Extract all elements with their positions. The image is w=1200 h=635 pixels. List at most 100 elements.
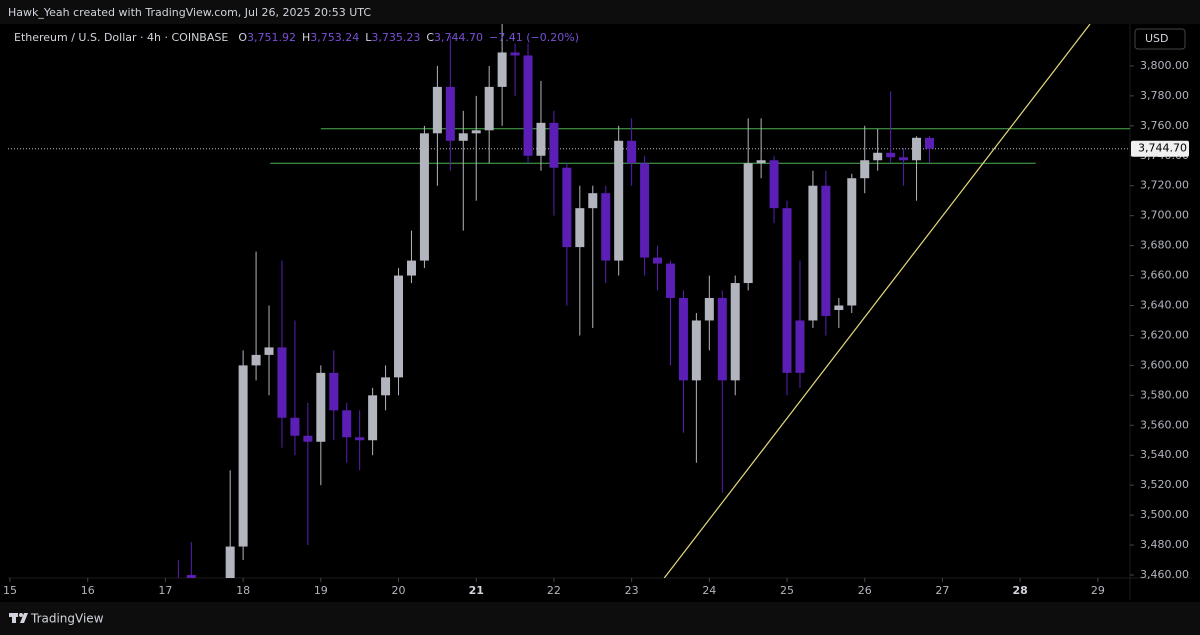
symbol: Ethereum / U.S. Dollar · 4h · COINBASE <box>14 31 228 44</box>
y-tick-label: 3,520.00 <box>1140 478 1189 491</box>
candle-body <box>847 178 857 306</box>
ohlc-key: O <box>238 31 247 44</box>
candle-body <box>394 275 404 378</box>
ohlc-value: 3,753.24 <box>310 31 359 44</box>
symbol-legend: Ethereum / U.S. Dollar · 4h · COINBASE O3… <box>14 31 579 44</box>
plot <box>8 24 1130 578</box>
x-tick-label: 28 <box>1012 584 1027 597</box>
y-tick-label: 3,560.00 <box>1140 418 1189 431</box>
x-tick-label: 24 <box>702 584 716 597</box>
candle-body <box>821 185 831 316</box>
candle-body <box>808 185 818 321</box>
candle-body <box>316 372 326 442</box>
axes: 3,460.00 3,480.00 3,500.00 3,520.00 3,540.00… <box>3 59 1189 597</box>
candle-body <box>730 283 740 381</box>
candle-body <box>368 395 378 441</box>
candle-body <box>303 435 313 442</box>
candle-body <box>290 417 300 436</box>
candle-body <box>549 122 559 168</box>
currency-button[interactable] <box>1134 28 1186 50</box>
candle-body <box>743 163 753 284</box>
candle-body <box>899 157 909 161</box>
candle-body <box>329 372 339 411</box>
candle-body <box>277 347 287 418</box>
candle-body <box>523 55 533 156</box>
x-tick-label: 26 <box>858 584 872 597</box>
candle-body <box>912 137 922 161</box>
x-tick-label: 25 <box>780 584 794 597</box>
currency-label[interactable]: USD <box>1145 32 1169 45</box>
candle-body <box>445 86 455 141</box>
candle-body <box>355 437 365 441</box>
candle-body <box>834 305 844 310</box>
footer-brand: TradingView <box>30 612 104 626</box>
candle-body <box>575 208 585 248</box>
y-tick-label: 3,660.00 <box>1140 269 1189 282</box>
candle-body <box>756 160 766 164</box>
candle-body <box>601 193 611 261</box>
candle-body <box>484 86 494 131</box>
change: −7.41 (−0.20%) <box>489 31 579 44</box>
ohlc-value: 3,751.92 <box>247 31 296 44</box>
x-tick-label: 16 <box>81 584 95 597</box>
candle-body <box>497 52 507 87</box>
trendline <box>663 24 1091 578</box>
candle-body <box>186 575 196 578</box>
candle-body <box>419 133 429 261</box>
y-tick-label: 3,720.00 <box>1140 179 1189 192</box>
candle-body <box>614 140 624 261</box>
footer-bar <box>0 602 1200 635</box>
candle-body <box>342 410 352 438</box>
candle-body <box>924 137 934 149</box>
chart-area <box>8 24 1192 602</box>
last-price-label: 3,744.70 <box>1138 142 1187 155</box>
ohlc-key: H <box>302 31 310 44</box>
header-text: Hawk_Yeah created with TradingView.com, … <box>8 6 371 19</box>
x-tick-label: 27 <box>935 584 949 597</box>
candle-body <box>795 320 805 373</box>
x-tick-label: 19 <box>314 584 328 597</box>
candle-body <box>627 140 637 164</box>
y-tick-label: 3,640.00 <box>1140 298 1189 311</box>
y-tick-label: 3,500.00 <box>1140 508 1189 521</box>
ohlc-value: 3,735.23 <box>371 31 420 44</box>
y-tick-label: 3,460.00 <box>1140 568 1189 581</box>
x-tick-label: 20 <box>392 584 406 597</box>
candle-body <box>264 347 274 355</box>
x-tick-label: 15 <box>3 584 17 597</box>
y-tick-label: 3,780.00 <box>1140 89 1189 102</box>
x-tick-label: 21 <box>469 584 484 597</box>
x-tick-label: 29 <box>1091 584 1105 597</box>
candle-body <box>432 86 442 134</box>
candle-body <box>769 160 779 209</box>
candle-body <box>665 263 675 299</box>
x-tick-label: 22 <box>547 584 561 597</box>
y-tick-label: 3,700.00 <box>1140 209 1189 222</box>
candle-body <box>238 365 248 547</box>
y-tick-label: 3,480.00 <box>1140 538 1189 551</box>
candle-body <box>406 260 416 276</box>
y-tick-label: 3,540.00 <box>1140 448 1189 461</box>
candle-body <box>860 160 870 179</box>
y-tick-label: 3,680.00 <box>1140 239 1189 252</box>
candle-body <box>536 122 546 156</box>
candle-body <box>704 298 714 321</box>
candle-body <box>717 298 727 381</box>
candle-body <box>251 354 261 366</box>
ohlc-key: L <box>365 31 372 44</box>
x-tick-label: 17 <box>158 584 172 597</box>
y-tick-label: 3,760.00 <box>1140 119 1189 132</box>
last-price-box <box>1131 140 1189 157</box>
header-bar <box>0 0 1200 24</box>
tradingview-logo <box>9 613 28 623</box>
candle-body <box>381 377 391 396</box>
candle-body <box>653 257 663 264</box>
y-tick-label: 3,600.00 <box>1140 358 1189 371</box>
candle-body <box>782 208 792 373</box>
candle-body <box>458 133 468 141</box>
y-tick-label: 3,580.00 <box>1140 388 1189 401</box>
candle-body <box>640 163 650 258</box>
candle-body <box>691 320 701 381</box>
y-tick-label: 3,620.00 <box>1140 328 1189 341</box>
